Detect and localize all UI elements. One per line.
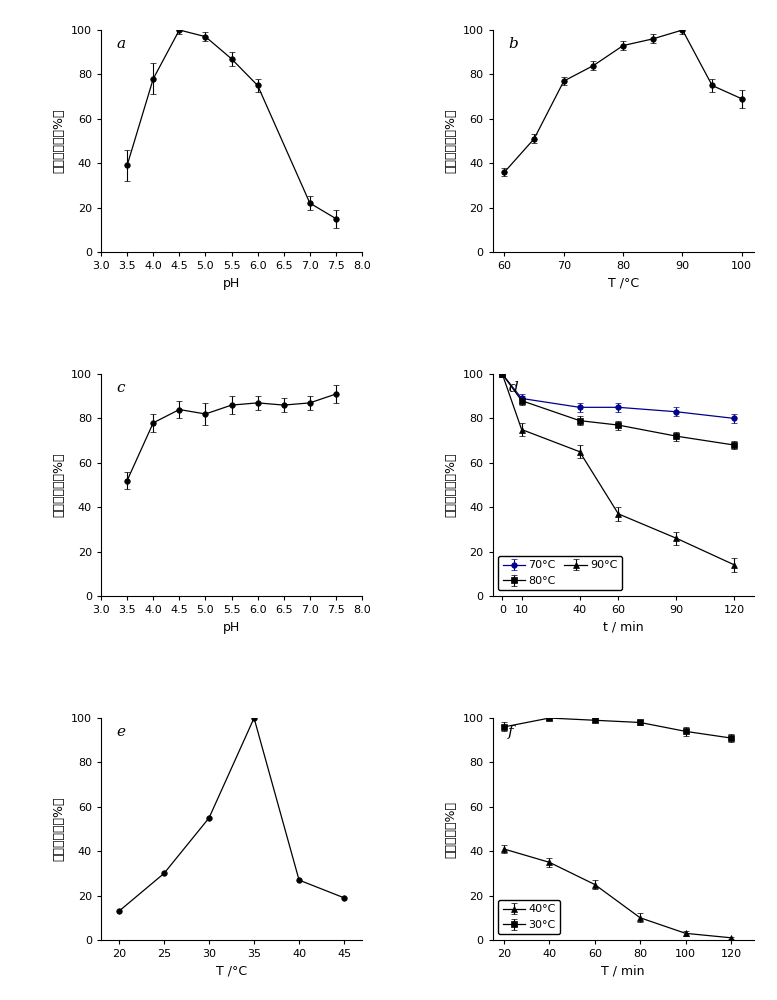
X-axis label: T / min: T / min [601, 965, 645, 978]
Text: e: e [117, 725, 126, 739]
Y-axis label: 相对酶活力（%）: 相对酶活力（%） [52, 453, 65, 517]
Text: d: d [508, 381, 518, 395]
Y-axis label: 相对酶活力（%）: 相对酶活力（%） [444, 453, 457, 517]
X-axis label: pH: pH [223, 621, 240, 634]
Text: b: b [508, 37, 518, 51]
Y-axis label: 相对酶活力（%）: 相对酶活力（%） [52, 109, 65, 173]
Legend: 70°C, 80°C, 90°C: 70°C, 80°C, 90°C [498, 556, 622, 590]
Y-axis label: 相对酶活力（%）: 相对酶活力（%） [52, 797, 65, 861]
Text: f: f [508, 725, 514, 739]
Text: a: a [117, 37, 126, 51]
X-axis label: t / min: t / min [603, 621, 643, 634]
X-axis label: pH: pH [223, 277, 240, 290]
Legend: 40°C, 30°C: 40°C, 30°C [498, 900, 560, 934]
Y-axis label: 相对酶活力（%）: 相对酶活力（%） [444, 109, 457, 173]
Text: c: c [117, 381, 125, 395]
X-axis label: T /°C: T /°C [608, 277, 639, 290]
X-axis label: T /°C: T /°C [216, 965, 247, 978]
Y-axis label: 相对酶活（%）: 相对酶活（%） [444, 801, 457, 858]
